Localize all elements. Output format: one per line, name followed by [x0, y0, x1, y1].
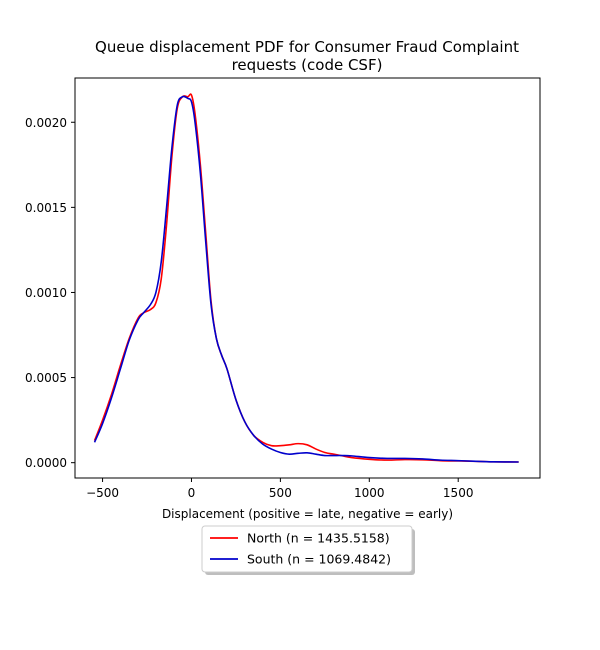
y-axis: 0.0000 0.0005 0.0010 0.0015 0.0020 — [25, 116, 75, 470]
y-tick-label: 0.0010 — [25, 286, 67, 300]
series-line-south — [93, 95, 519, 463]
legend: North (n = 1435.5158) South (n = 1069.484… — [201, 525, 415, 575]
chart-title: Queue displacement PDF for Consumer Frau… — [95, 38, 519, 74]
x-tick-label: −500 — [86, 486, 119, 500]
chart-title-line: Queue displacement PDF for Consumer Frau… — [95, 38, 519, 56]
x-tick-label: 1000 — [354, 486, 385, 500]
x-axis-label: Displacement (positive = late, negative … — [162, 507, 453, 521]
legend-box — [201, 525, 413, 573]
x-tick-label: 500 — [269, 486, 292, 500]
plot-lines — [93, 93, 519, 463]
x-axis: −500 0 500 1000 1500 — [86, 478, 473, 500]
x-tick-label: 0 — [188, 486, 196, 500]
legend-entry: North (n = 1435.5158) — [247, 531, 390, 546]
y-tick-label: 0.0005 — [25, 371, 67, 385]
y-tick-label: 0.0020 — [25, 116, 67, 130]
y-tick-label: 0.0015 — [25, 201, 67, 215]
x-tick-label: 1500 — [443, 486, 474, 500]
legend-entry: South (n = 1069.4842) — [247, 552, 391, 567]
plot-frame — [74, 77, 541, 479]
chart-title-line: requests (code CSF) — [232, 56, 383, 74]
y-tick-label: 0.0000 — [25, 456, 67, 470]
